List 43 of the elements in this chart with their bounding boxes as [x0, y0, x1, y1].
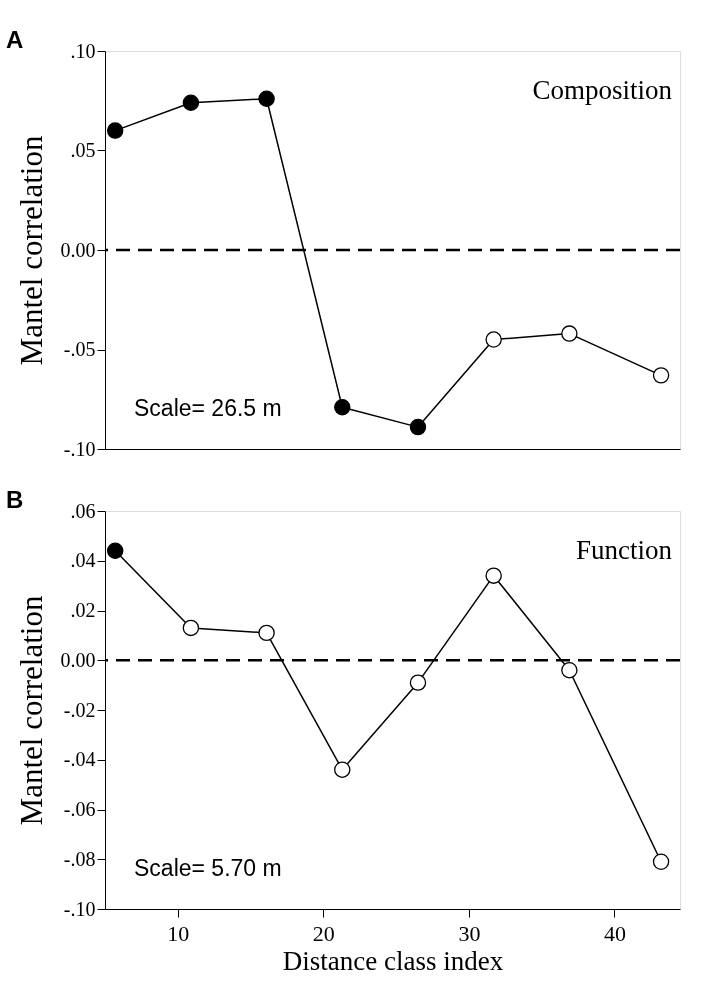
x-axis-title: Distance class index: [282, 945, 504, 976]
point: [561, 661, 578, 679]
y-axis-title: Mantel correlation: [13, 595, 49, 826]
point: [258, 624, 275, 642]
y-tick-label: .04: [70, 549, 96, 572]
point: [258, 90, 275, 107]
annotation: Scale= 26.5 m: [134, 395, 282, 421]
point: [409, 674, 427, 691]
text: B: [6, 486, 24, 513]
y-tick-label: -.05: [63, 338, 96, 360]
point: [182, 619, 200, 637]
y-tick-label: -.08: [63, 847, 96, 870]
point: [182, 94, 200, 111]
y-tick-label: 0.00: [60, 238, 96, 261]
point: [652, 367, 670, 384]
y-tick-label: .06: [70, 499, 96, 522]
y-tick-label: -.06: [63, 798, 96, 820]
x-tick-label: 20: [312, 920, 335, 946]
y-tick-label: -.10: [63, 437, 96, 460]
y-axis-title: Mantel correlation: [13, 135, 49, 366]
text: A: [6, 26, 24, 53]
point: [485, 567, 502, 584]
y-tick-label: -.04: [63, 748, 96, 771]
x-tick-label: 40: [603, 920, 626, 946]
point: [409, 418, 427, 436]
y-tick-label: .02: [70, 599, 96, 621]
point: [485, 331, 502, 348]
point: [652, 853, 670, 870]
annotation: Composition: [532, 75, 673, 105]
y-tick-label: -.02: [63, 698, 96, 721]
annotation: Scale= 5.70 m: [134, 855, 282, 881]
y-tick-label: -.10: [63, 897, 96, 920]
y-tick-label: .10: [70, 39, 96, 62]
y-tick-label: .05: [70, 139, 96, 161]
point: [334, 398, 351, 416]
point: [106, 122, 124, 139]
annotation: Function: [575, 535, 673, 565]
x-tick-label: 10: [167, 920, 190, 946]
point: [106, 542, 124, 560]
y-tick-label: 0.00: [60, 648, 96, 671]
point: [334, 761, 351, 778]
x-tick-label: 30: [458, 920, 481, 946]
point: [561, 325, 578, 342]
